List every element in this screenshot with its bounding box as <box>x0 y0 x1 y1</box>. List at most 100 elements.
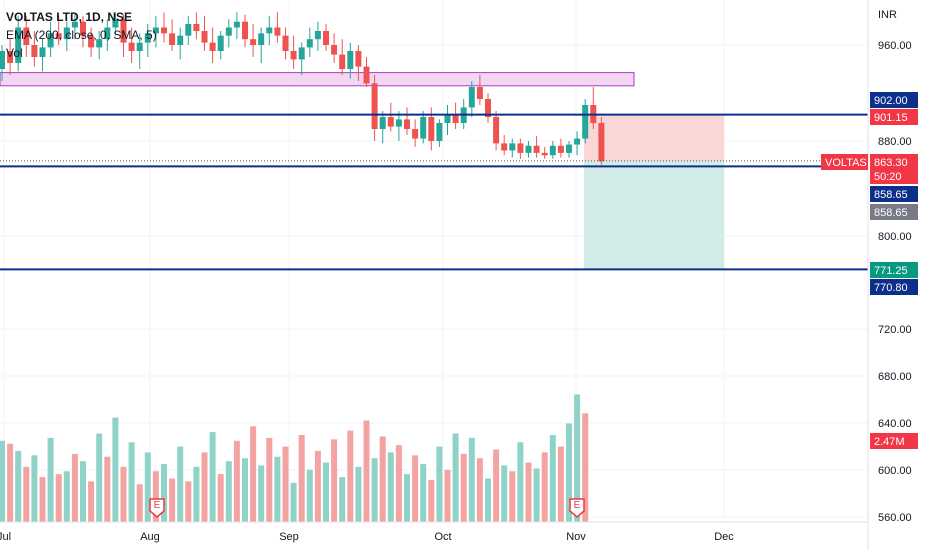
volume-label: 2.47M <box>874 436 905 448</box>
candle-body <box>177 35 184 45</box>
candle-body <box>258 33 265 45</box>
candle-body <box>306 39 313 48</box>
x-tick-label: Dec <box>714 531 734 543</box>
volume-indicator-line[interactable]: Vol <box>6 46 23 60</box>
volume-bar <box>387 452 394 522</box>
volume-bar <box>566 423 572 522</box>
price-label-858: 858.65 <box>874 207 908 219</box>
candle-body <box>169 33 176 45</box>
volume-bar <box>112 417 119 522</box>
price-label-902-bg <box>870 92 918 108</box>
candle-body <box>428 117 435 141</box>
ema-indicator-line[interactable]: EMA (200, close, 0, SMA, 5) <box>6 28 157 42</box>
candle-body <box>104 27 111 40</box>
candle-body <box>420 117 427 139</box>
volume-bar <box>436 446 443 522</box>
volume-bar <box>250 426 257 522</box>
volume-bar <box>306 469 313 522</box>
candle-body <box>525 145 532 153</box>
candle-body <box>314 31 321 40</box>
candle-body <box>250 39 257 45</box>
candle-body <box>371 83 378 129</box>
volume-bar <box>549 435 556 522</box>
y-tick-label: 680.00 <box>878 371 912 383</box>
volume-bar <box>298 435 305 522</box>
candle-body <box>493 117 500 144</box>
volume-bar <box>209 432 216 522</box>
candle-body <box>549 145 556 156</box>
volume-bar <box>323 462 329 522</box>
price-label-901: 901.15 <box>874 112 908 124</box>
candle-body <box>161 27 167 34</box>
candle-body <box>7 51 14 63</box>
candle-body <box>71 21 78 28</box>
candle-body <box>541 152 548 156</box>
volume-bar <box>363 420 370 522</box>
x-tick-label: Sep <box>279 531 299 543</box>
volume-bar <box>452 433 459 522</box>
candle-body <box>23 27 30 45</box>
volume-bar <box>0 440 5 522</box>
candle-body <box>557 145 564 153</box>
y-tick-label: 800.00 <box>878 231 912 243</box>
candle-body <box>452 114 459 123</box>
volume-bar <box>460 453 467 522</box>
candle-body <box>290 51 297 60</box>
volume-bar <box>420 464 427 522</box>
volume-bar <box>347 430 354 522</box>
candle-body <box>395 119 402 127</box>
volume-bar <box>557 446 564 522</box>
x-tick-label: Jul <box>0 531 11 543</box>
volume-bar <box>485 478 491 522</box>
candle-body <box>298 47 305 60</box>
candle-body <box>331 45 338 55</box>
candle-body <box>233 21 240 28</box>
volume-bar <box>574 394 581 522</box>
candle-body <box>517 143 524 153</box>
candle-body <box>339 54 346 69</box>
volume-bar <box>169 478 176 522</box>
price-label-858-bg <box>870 204 918 220</box>
volume-bar <box>185 481 192 522</box>
candle-body <box>404 119 410 129</box>
volume-bar <box>55 474 62 522</box>
volume-bar <box>225 461 232 522</box>
candle-body <box>476 87 483 99</box>
volume-bar <box>39 477 46 522</box>
volume-bar <box>7 443 14 522</box>
volume-bar <box>144 452 151 522</box>
resistance-zone <box>0 72 635 87</box>
price-label-last-bg <box>870 154 918 170</box>
volume-bar <box>468 437 475 522</box>
volume-bar <box>96 433 103 522</box>
candle-body <box>598 123 605 162</box>
volume-bar <box>258 465 265 522</box>
candle-body <box>412 129 419 139</box>
candle-body <box>274 27 281 36</box>
candle-body <box>444 114 451 123</box>
candle-body <box>15 27 22 63</box>
candle-body <box>96 39 103 48</box>
volume-bar <box>47 437 54 522</box>
volume-bar <box>371 458 378 522</box>
candle-body <box>120 19 127 43</box>
candle-body <box>88 35 95 48</box>
volume-bar <box>266 437 273 522</box>
candle-body <box>501 143 508 151</box>
price-label-902: 902.00 <box>874 95 908 107</box>
candle-body <box>574 138 581 145</box>
volume-bar <box>533 468 540 522</box>
candle-body <box>485 99 491 117</box>
volume-bar <box>339 477 346 522</box>
volume-bar <box>120 466 127 522</box>
volume-bar <box>476 458 483 522</box>
y-tick-label: 960.00 <box>878 40 912 52</box>
symbol-line: VOLTAS LTD, 1D, NSE <box>6 10 133 24</box>
volume-bar <box>355 466 362 522</box>
x-tick-label: Nov <box>566 531 586 543</box>
volume-bar <box>274 456 281 522</box>
earnings-marker: E <box>149 498 165 518</box>
currency-label: INR <box>878 9 897 21</box>
volume-bar <box>201 452 208 522</box>
